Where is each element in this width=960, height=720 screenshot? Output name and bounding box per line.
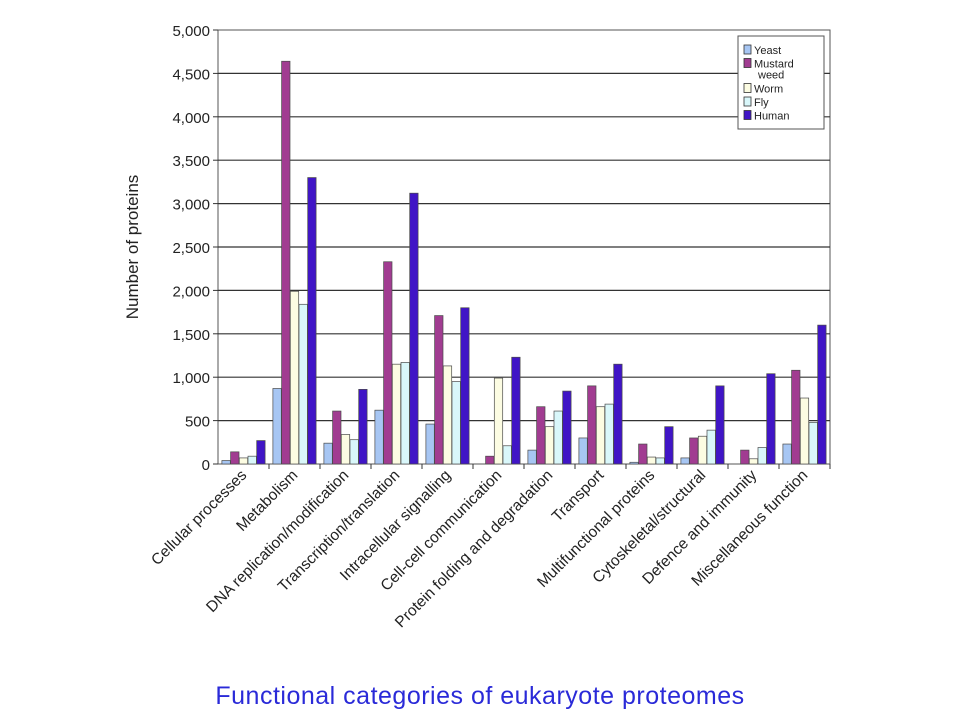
y-tick-label: 5,000 — [172, 23, 210, 40]
legend-label: Fly — [754, 97, 769, 109]
bar — [527, 449, 537, 465]
legend-swatch — [743, 96, 752, 107]
bar — [595, 406, 606, 465]
y-tick-label: 3,000 — [172, 197, 210, 214]
bar — [748, 458, 759, 465]
bar — [799, 397, 810, 465]
bar — [791, 369, 801, 465]
bar — [442, 365, 453, 465]
legend-label: Yeast — [754, 45, 781, 57]
bar — [451, 381, 461, 465]
bar — [221, 460, 231, 465]
bar — [817, 324, 827, 465]
legend-swatch — [743, 58, 752, 68]
y-tick-label: 4,000 — [172, 110, 210, 127]
bar — [460, 307, 470, 465]
bar — [281, 60, 291, 465]
bar — [664, 426, 674, 465]
legend-box — [737, 35, 825, 130]
bar — [256, 440, 266, 465]
bar — [434, 315, 444, 465]
bar — [689, 437, 699, 465]
bar — [425, 423, 435, 465]
y-tick-label: 2,000 — [172, 283, 210, 300]
legend-label: Mustard weed — [754, 59, 794, 82]
y-tick-label: 2,500 — [172, 240, 210, 257]
bar — [340, 434, 351, 465]
bar — [391, 363, 402, 465]
bar — [629, 461, 639, 465]
bar — [697, 435, 708, 465]
bar — [562, 390, 572, 465]
bar — [757, 447, 767, 465]
bar — [383, 261, 393, 465]
legend-swatch — [743, 110, 752, 120]
bar — [578, 437, 588, 465]
bar — [604, 403, 614, 465]
bar — [400, 362, 410, 465]
bar — [230, 451, 240, 465]
bar — [493, 377, 504, 465]
bar — [358, 389, 368, 465]
bar — [646, 456, 657, 465]
bar — [374, 409, 384, 465]
bar — [272, 388, 282, 465]
bar — [553, 410, 563, 465]
bar — [323, 442, 333, 465]
bar — [349, 439, 359, 465]
bar — [511, 356, 521, 465]
legend-label: Human — [754, 111, 789, 123]
caption: Functional categories of eukaryote prote… — [215, 682, 745, 710]
bar — [502, 445, 512, 465]
bar — [638, 443, 648, 465]
y-tick-label: 0 — [202, 457, 210, 474]
y-tick-label: 1,500 — [172, 327, 210, 344]
bar — [706, 429, 716, 465]
bar — [485, 455, 495, 465]
bar — [307, 177, 317, 465]
bar — [544, 426, 555, 465]
category-label: Cellular processes — [148, 467, 250, 569]
bar — [536, 406, 546, 465]
legend-swatch — [743, 44, 752, 55]
bar — [655, 457, 665, 465]
bar-chart: 0 500 1,000 1,500 2,000 2,500 3,000 3,500 4,000 4… — [123, 23, 831, 631]
bar — [740, 449, 750, 465]
bar — [247, 455, 257, 465]
legend-swatch — [743, 83, 752, 93]
bar — [409, 192, 419, 465]
bar — [808, 421, 818, 465]
bar — [782, 443, 792, 465]
bar — [715, 385, 725, 465]
y-axis-label: Number of proteins — [123, 175, 142, 320]
bar — [587, 385, 597, 465]
y-axis: 0 500 1,000 1,500 2,000 2,500 3,000 3,500 4,000 4… — [172, 23, 218, 474]
bar — [613, 363, 623, 465]
y-tick-label: 3,500 — [172, 153, 210, 170]
legend-label: Worm — [754, 84, 783, 96]
y-tick-label: 1,000 — [172, 370, 210, 387]
bar — [332, 410, 342, 465]
bar — [298, 303, 308, 465]
y-tick-label: 500 — [185, 414, 210, 431]
bar — [238, 457, 249, 465]
bar — [680, 457, 690, 465]
y-tick-label: 4,500 — [172, 66, 210, 83]
bar — [289, 290, 300, 465]
bars — [221, 60, 827, 465]
bar — [766, 373, 776, 465]
gridlines — [218, 72, 830, 422]
